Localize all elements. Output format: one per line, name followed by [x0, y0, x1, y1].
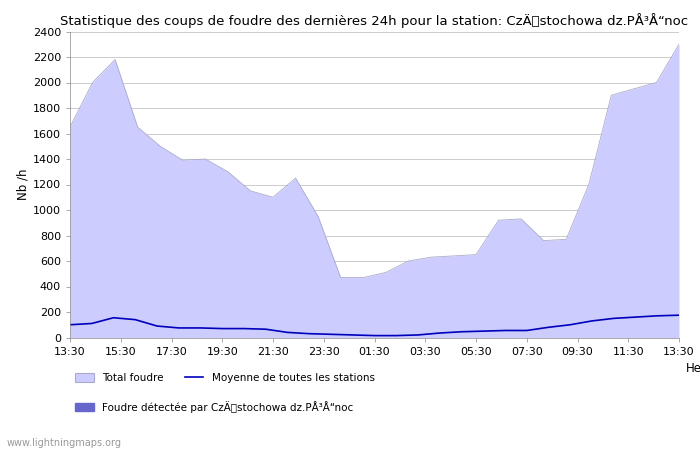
Title: Statistique des coups de foudre des dernières 24h pour la station: CzÄstochowa : Statistique des coups de foudre des dern… [60, 13, 689, 27]
Text: www.lightningmaps.org: www.lightningmaps.org [7, 438, 122, 448]
Y-axis label: Nb /h: Nb /h [17, 169, 30, 200]
Text: Heure: Heure [686, 363, 700, 375]
Legend: Foudre détectée par CzÄstochowa dz.PÅ³Å“noc: Foudre détectée par CzÄstochowa dz.PÅ³Å… [75, 401, 354, 413]
